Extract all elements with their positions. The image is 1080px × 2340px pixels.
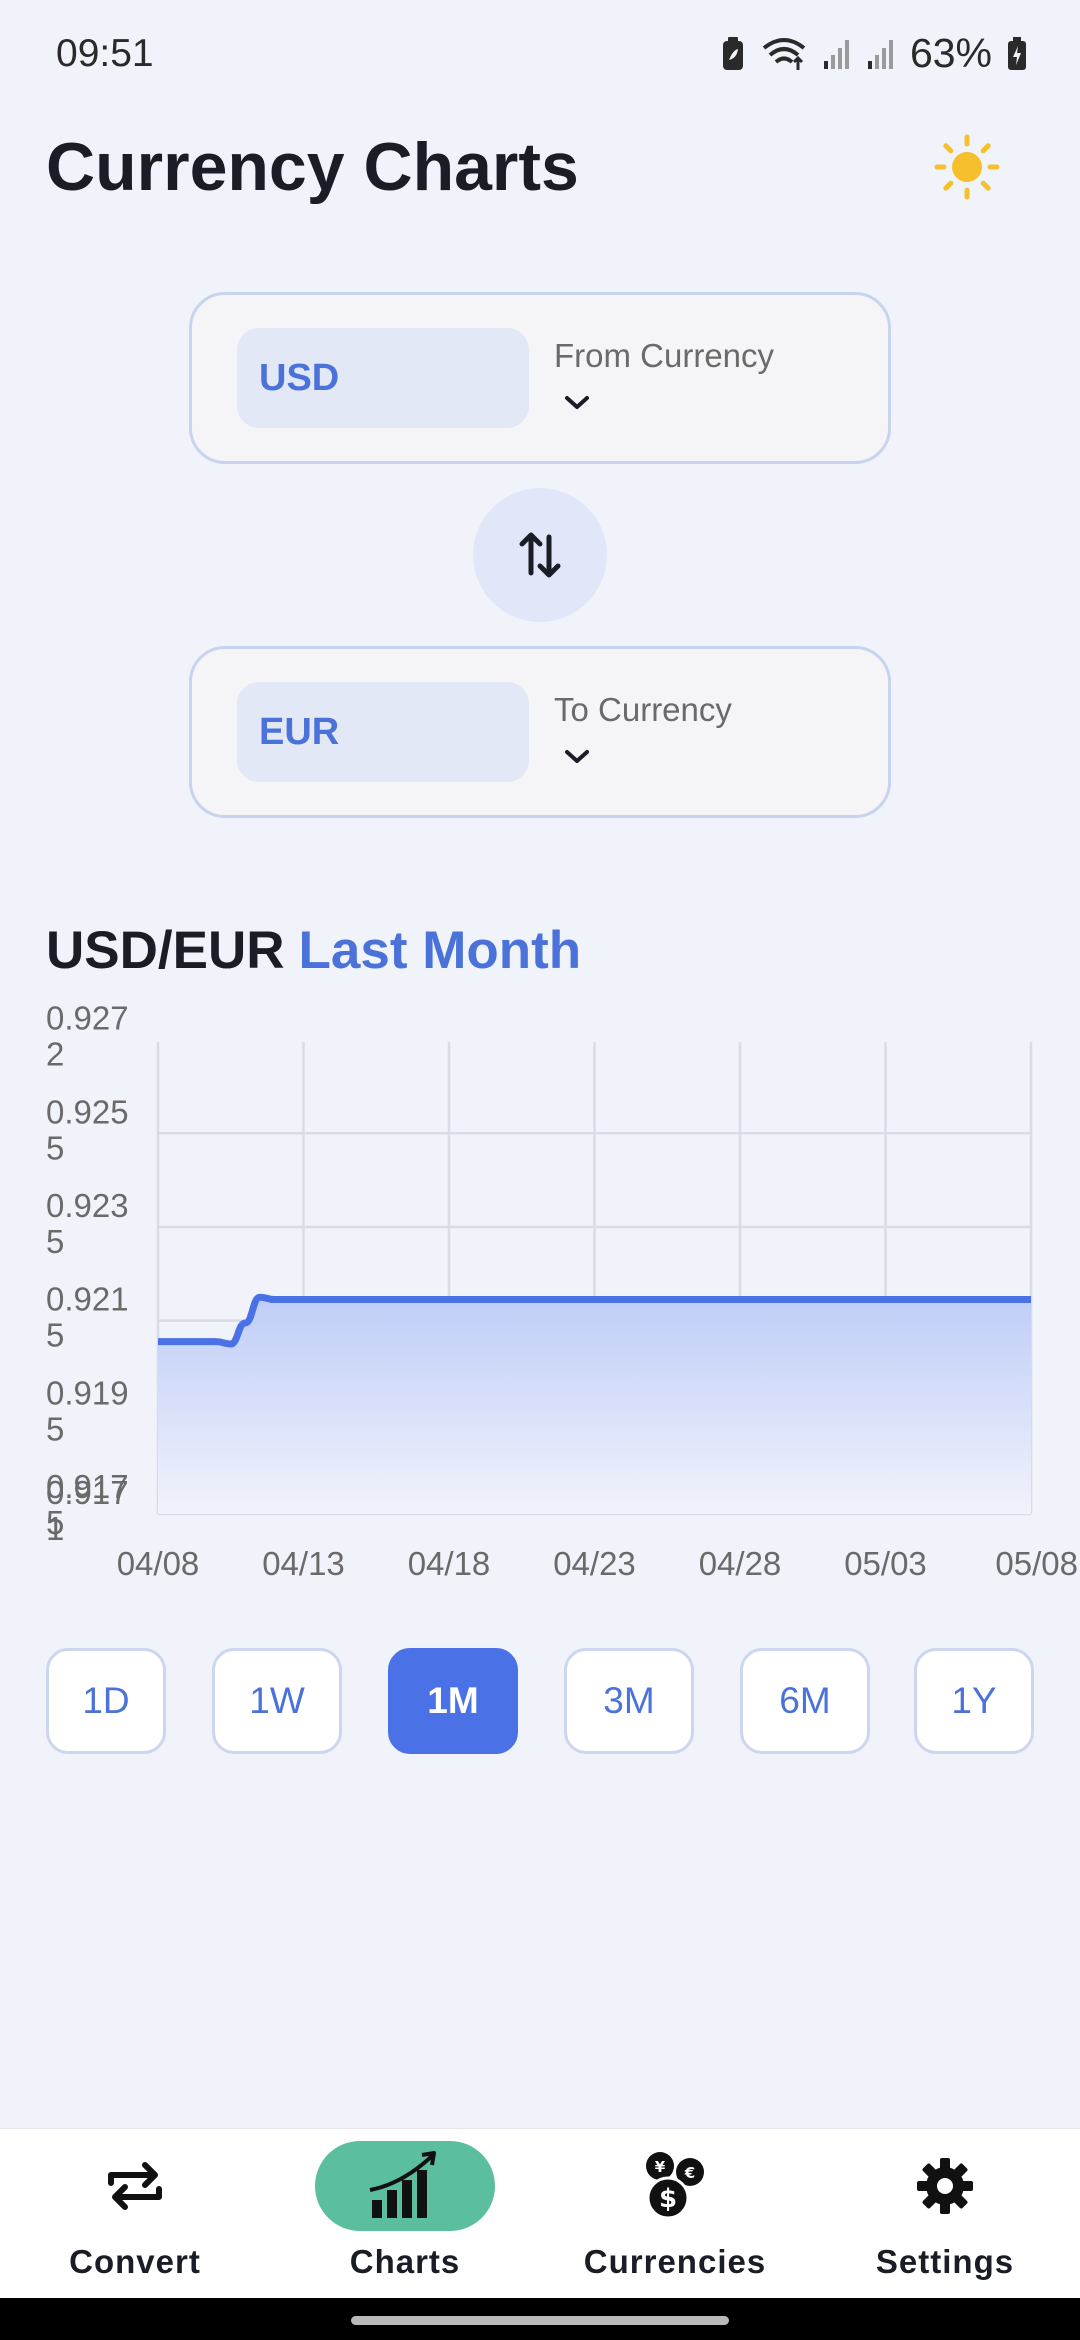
status-icons: 63% (720, 30, 1028, 77)
nav-item-settings[interactable]: Settings (810, 2129, 1080, 2299)
rate-chart: 0.92720.92550.92350.92150.91950.91750.91… (46, 1000, 1078, 1582)
y-tick-label: 0.927 (46, 1000, 129, 1037)
from-currency-label: From Currency (554, 337, 775, 374)
x-tick-label: 05/03 (844, 1545, 927, 1582)
svg-text:€: € (684, 2164, 695, 2182)
nav-item-charts[interactable]: Charts (270, 2129, 540, 2299)
y-tick-label: 0.923 (46, 1187, 129, 1224)
nav-label: Settings (875, 2243, 1015, 2280)
svg-text:$: $ (659, 2184, 677, 2214)
from-currency-input[interactable]: USD (237, 328, 529, 428)
nav-icon-container (855, 2141, 1035, 2231)
wifi-icon (762, 37, 806, 70)
sun-icon (934, 134, 1000, 200)
swap-vertical-icon (519, 532, 561, 578)
to-currency-input[interactable]: EUR (237, 682, 529, 782)
chart-title: USD/EUR Last Month (46, 920, 581, 981)
chart-currency-pair: USD/EUR (46, 921, 285, 980)
gear-icon (917, 2158, 973, 2214)
x-tick-label: 04/18 (408, 1545, 491, 1582)
battery-icon (1008, 36, 1026, 70)
nav-item-convert[interactable]: Convert (0, 2129, 270, 2299)
home-indicator[interactable] (351, 2316, 729, 2325)
y-tick-label: 0.917 (46, 1468, 129, 1505)
x-tick-label: 04/23 (553, 1545, 636, 1582)
swap-currencies-button[interactable] (473, 488, 607, 622)
y-tick-label-suffix: 5 (46, 1317, 64, 1354)
y-tick-label: 0.921 (46, 1281, 129, 1318)
range-button-1w[interactable]: 1W (212, 1648, 342, 1754)
from-currency-card: USD From Currency (189, 292, 891, 464)
chevron-down-icon[interactable] (562, 747, 592, 767)
y-tick-label: 0.919 (46, 1374, 129, 1411)
x-tick-label: 04/08 (117, 1545, 200, 1582)
y-tick-label-suffix: 5 (46, 1504, 64, 1541)
theme-toggle-button[interactable] (932, 132, 1002, 202)
coins-icon: ¥ € $ (646, 2152, 704, 2220)
nav-label: Currencies (583, 2243, 767, 2280)
battery-saver-icon (722, 36, 743, 70)
nav-icon-container (315, 2141, 495, 2231)
range-button-1y[interactable]: 1Y (914, 1648, 1034, 1754)
x-tick-label: 04/13 (262, 1545, 345, 1582)
svg-text:¥: ¥ (655, 2158, 666, 2176)
y-tick-label: 0.917 (46, 1474, 129, 1511)
chart-period: Last Month (298, 921, 582, 980)
page-title: Currency Charts (46, 129, 579, 205)
signal-icon (823, 39, 849, 69)
y-tick-label-suffix: 5 (46, 1129, 64, 1166)
y-tick-label-suffix: 2 (46, 1036, 64, 1073)
time-range-selector: 1D 1W 1M 3M 6M 1Y (0, 1648, 1080, 1754)
range-button-1d[interactable]: 1D (46, 1648, 166, 1754)
status-bar: 09:51 63% (0, 0, 1080, 112)
nav-item-currencies[interactable]: ¥ € $ Currencies (540, 2129, 810, 2299)
series-area-fill (158, 1297, 1031, 1514)
nav-icon-container (45, 2141, 225, 2231)
status-time: 09:51 (56, 32, 154, 75)
y-tick-label-suffix: 1 (46, 1510, 64, 1547)
y-tick-label: 0.925 (46, 1093, 129, 1130)
to-currency-label: To Currency (554, 691, 732, 728)
from-currency-code: USD (259, 356, 340, 399)
range-button-3m[interactable]: 3M (564, 1648, 694, 1754)
battery-percent: 63% (909, 30, 992, 76)
nav-icon-container: ¥ € $ (585, 2141, 765, 2231)
y-tick-label-suffix: 5 (46, 1410, 64, 1447)
range-button-6m[interactable]: 6M (740, 1648, 870, 1754)
range-button-1m[interactable]: 1M (388, 1648, 518, 1754)
nav-label: Convert (69, 2243, 201, 2280)
to-currency-card: EUR To Currency (189, 646, 891, 818)
convert-arrows-icon (108, 2162, 162, 2210)
x-tick-label: 05/08 (995, 1545, 1078, 1582)
to-currency-code: EUR (259, 710, 340, 753)
bottom-navigation: Convert Charts ¥ € $ Curren (0, 2128, 1080, 2298)
chevron-down-icon[interactable] (562, 393, 592, 413)
signal-icon (867, 39, 893, 69)
chart-growth-icon (369, 2151, 436, 2218)
nav-label: Charts (349, 2243, 461, 2280)
series-line (158, 1293, 1031, 1348)
y-tick-label-suffix: 5 (46, 1223, 64, 1260)
x-tick-label: 04/28 (699, 1545, 782, 1582)
system-gesture-bar (0, 2298, 1080, 2340)
